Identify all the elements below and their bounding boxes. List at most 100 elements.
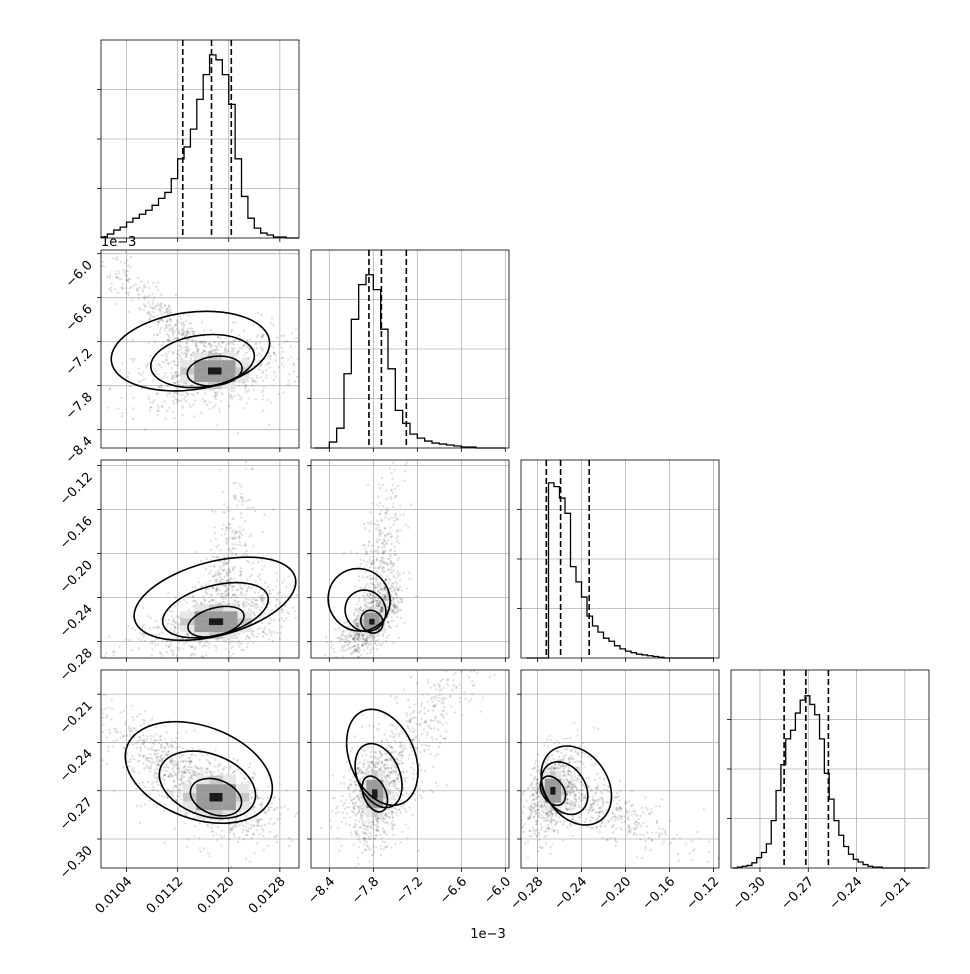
scatter-point [381, 567, 383, 569]
scatter-point [390, 560, 392, 562]
scatter-point [372, 584, 374, 586]
scatter-point [224, 575, 226, 577]
scatter-point [239, 818, 241, 820]
scatter-point [160, 366, 162, 368]
scatter-point [218, 407, 220, 409]
scatter-point [324, 689, 326, 691]
scatter-point [438, 694, 440, 696]
scatter-point [318, 589, 320, 591]
scatter-point [260, 806, 262, 808]
scatter-point [110, 718, 112, 720]
scatter-point [232, 569, 234, 571]
scatter-point [429, 726, 431, 728]
scatter-point [367, 544, 369, 546]
scatter-point [194, 659, 196, 661]
histogram-step [733, 696, 926, 868]
scatter-point [118, 646, 120, 648]
scatter-point [203, 329, 205, 331]
scatter-point [173, 780, 175, 782]
scatter-point [403, 480, 405, 482]
scatter-point [376, 538, 378, 540]
scatter-point [194, 551, 196, 553]
scatter-point [106, 763, 108, 765]
scatter-point [361, 634, 363, 636]
scatter-point [247, 598, 249, 600]
scatter-point [227, 506, 229, 508]
scatter-point [163, 750, 165, 752]
scatter-point [187, 327, 189, 329]
scatter-point [147, 760, 149, 762]
scatter-point [470, 698, 472, 700]
scatter-point [252, 544, 254, 546]
scatter-point [233, 395, 235, 397]
scatter-point [324, 654, 326, 656]
scatter-point [358, 597, 360, 599]
scatter-point [306, 598, 308, 600]
scatter-point [164, 619, 166, 621]
scatter-point [138, 372, 140, 374]
scatter-point [132, 743, 134, 745]
scatter-point [287, 380, 289, 382]
scatter-point [357, 644, 359, 646]
scatter-point [165, 324, 167, 326]
scatter-point [386, 575, 388, 577]
scatter-point [132, 767, 134, 769]
scatter-point [361, 640, 363, 642]
scatter-point [224, 591, 226, 593]
density-cell [209, 611, 223, 618]
scatter-point [172, 768, 174, 770]
scatter-point [228, 650, 230, 652]
scatter-point [131, 298, 133, 300]
scatter-point [159, 761, 161, 763]
scatter-point [270, 634, 272, 636]
scatter-point [341, 649, 343, 651]
scatter-point [208, 643, 210, 645]
scatter-point [433, 727, 435, 729]
y-tick-label: −0.30 [57, 843, 96, 882]
scatter-point [392, 393, 394, 395]
scatter-point [143, 623, 145, 625]
scatter-point [165, 645, 167, 647]
scatter-point [260, 825, 262, 827]
scatter-point [390, 846, 392, 848]
scatter-point [398, 542, 400, 544]
scatter-point [341, 820, 343, 822]
scatter-point [242, 358, 244, 360]
scatter-point [155, 285, 157, 287]
scatter-point [132, 418, 134, 420]
scatter-point [296, 594, 298, 596]
scatter-point [46, 678, 48, 680]
scatter-point [306, 358, 308, 360]
scatter-point [145, 764, 147, 766]
scatter-point [118, 272, 120, 274]
scatter-point [102, 716, 104, 718]
scatter-point [349, 648, 351, 650]
scatter-point [184, 396, 186, 398]
scatter-point [238, 837, 240, 839]
scatter-point [511, 601, 513, 603]
scatter-point [144, 786, 146, 788]
density-cell [196, 784, 209, 793]
scatter-point [294, 815, 296, 817]
scatter-point [368, 540, 370, 542]
scatter-point [232, 321, 234, 323]
scatter-point [251, 384, 253, 386]
scatter-point [389, 467, 391, 469]
scatter-point [389, 451, 391, 453]
scatter-point [30, 176, 32, 178]
scatter-point [192, 403, 194, 405]
scatter-point [140, 639, 142, 641]
scatter-point [376, 728, 378, 730]
scatter-point [245, 554, 247, 556]
scatter-point [224, 533, 226, 535]
scatter-point [350, 551, 352, 553]
scatter-point [161, 795, 163, 797]
scatter-point [127, 264, 129, 266]
scatter-point [172, 766, 174, 768]
scatter-point [160, 386, 162, 388]
scatter-point [144, 720, 146, 722]
scatter-point [294, 617, 296, 619]
scatter-point [172, 411, 174, 413]
scatter-point [387, 539, 389, 541]
scatter-point [240, 516, 242, 518]
